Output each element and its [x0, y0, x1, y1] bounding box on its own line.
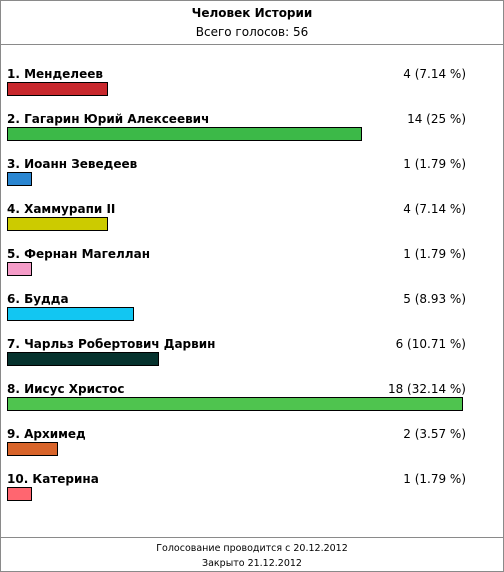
poll-item-bar: [7, 442, 58, 456]
poll-item-bar: [7, 307, 134, 321]
poll-item-label: 10. Катерина: [7, 472, 99, 486]
poll-header: Человек Истории Всего голосов: 56: [1, 1, 503, 45]
poll-item-label: 9. Архимед: [7, 427, 86, 441]
poll-item-label: 1. Менделеев: [7, 67, 103, 81]
total-votes-label: Всего голосов:: [195, 25, 290, 39]
total-votes-count: 56: [292, 25, 309, 39]
poll-item-result: 1 (1.79 %): [403, 472, 466, 486]
poll-item-result: 4 (7.14 %): [403, 67, 466, 81]
poll-item-result: 5 (8.93 %): [403, 292, 466, 306]
poll-item-bar: [7, 217, 108, 231]
poll-item-bar: [7, 82, 108, 96]
poll-item-label: 2. Гагарин Юрий Алексеевич: [7, 112, 210, 126]
poll-item-bar: [7, 262, 32, 276]
poll-item-bar: [7, 127, 362, 141]
poll-item-label: 8. Иисус Христос: [7, 382, 125, 396]
poll-item-bar: [7, 352, 159, 366]
poll-item-result: 1 (1.79 %): [403, 157, 466, 171]
poll-item-bar: [7, 172, 32, 186]
poll-item-bar: [7, 487, 32, 501]
poll-footer: Голосование проводится с 20.12.2012 Закр…: [1, 537, 503, 572]
poll-item-label: 6. Будда: [7, 292, 69, 306]
poll-item-result: 6 (10.71 %): [395, 337, 466, 351]
poll-item-label: 4. Хаммурапи II: [7, 202, 116, 216]
poll-item-label: 7. Чарльз Робертович Дарвин: [7, 337, 216, 351]
poll-item-label: 3. Иоанн Зеведеев: [7, 157, 138, 171]
poll-item-bar: [7, 397, 463, 411]
poll-title: Человек Истории: [191, 6, 313, 20]
total-votes: Всего голосов: 56: [1, 25, 503, 39]
poll-item-result: 4 (7.14 %): [403, 202, 466, 216]
poll-item-result: 18 (32.14 %): [387, 382, 466, 396]
poll-item-result: 14 (25 %): [407, 112, 466, 126]
poll-item-result: 1 (1.79 %): [403, 247, 466, 261]
poll-closed-date: Закрыто 21.12.2012: [202, 558, 302, 569]
poll-item-label: 5. Фернан Магеллан: [7, 247, 150, 261]
poll-item-result: 2 (3.57 %): [403, 427, 466, 441]
poll-start-date: Голосование проводится с 20.12.2012: [156, 543, 348, 554]
